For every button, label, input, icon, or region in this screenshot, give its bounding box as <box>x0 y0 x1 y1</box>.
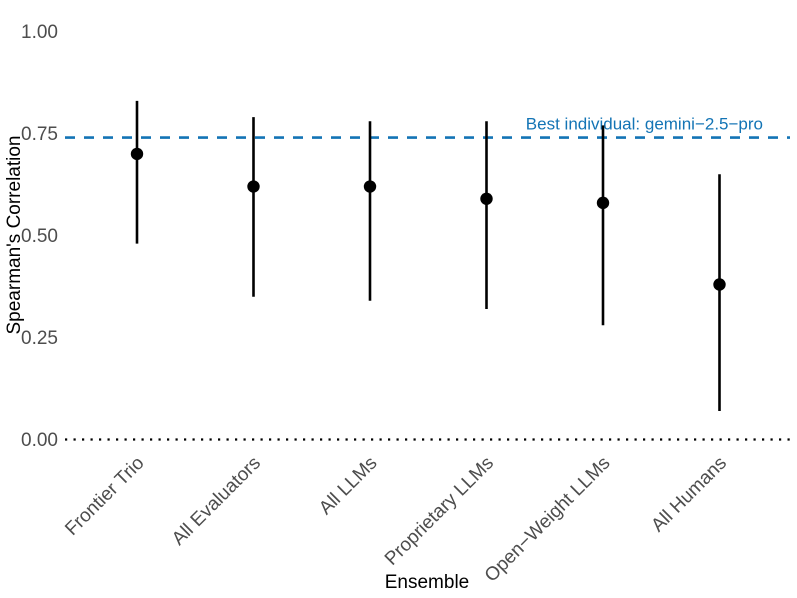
x-tick-label: All Evaluators <box>168 453 265 550</box>
y-axis-title: Spearman's Correlation <box>4 136 25 335</box>
y-tick-label: 0.00 <box>21 430 58 451</box>
point-marker <box>130 147 144 161</box>
y-tick-label: 0.50 <box>21 226 58 247</box>
point-marker <box>480 192 493 205</box>
point-marker <box>713 278 726 291</box>
x-tick-label: Open−Weight LLMs <box>481 453 615 587</box>
y-tick-label: 1.00 <box>21 22 58 43</box>
x-tick-label: Frontier Trio <box>61 453 148 540</box>
x-tick-label: All Humans <box>647 453 731 537</box>
x-tick-label: Proprietary LLMs <box>381 453 498 570</box>
best-individual-label: Best individual: gemini−2.5−pro <box>526 115 763 134</box>
y-tick-label: 0.75 <box>21 124 58 145</box>
point-marker <box>247 180 260 193</box>
point-marker <box>596 196 610 210</box>
point-marker <box>363 180 377 193</box>
y-tick-label: 0.25 <box>21 328 58 349</box>
x-axis-title: Ensemble <box>385 572 470 593</box>
x-tick-label: All LLMs <box>315 453 381 519</box>
